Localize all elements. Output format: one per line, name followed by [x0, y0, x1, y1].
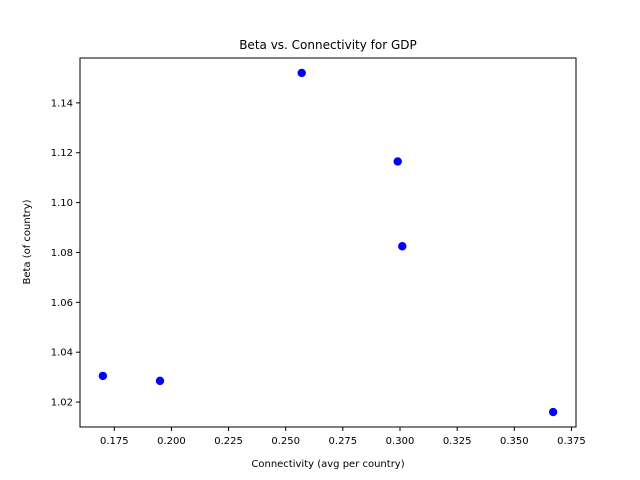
- x-tick-label: 0.225: [214, 436, 243, 447]
- plot-frame: [79, 57, 577, 428]
- x-tick-label: 0.200: [157, 436, 186, 447]
- plot-area: 0.175 0.200 0.225 0.250 0.275 0.300 0.325 0.350…: [51, 68, 586, 447]
- x-tick-label: 0.275: [329, 436, 358, 447]
- x-tick-label: 0.300: [386, 436, 415, 447]
- x-tick-label: 0.375: [557, 436, 586, 447]
- y-tick-label: 1.12: [51, 148, 73, 159]
- x-tick-label: 0.325: [443, 436, 472, 447]
- x-axis-label: Connectivity (avg per country): [251, 459, 404, 470]
- y-tick-label: 1.08: [51, 248, 73, 259]
- data-point: [297, 68, 306, 78]
- y-tick-label: 1.06: [51, 298, 73, 309]
- y-tick-label: 1.04: [51, 348, 73, 359]
- y-tick-label: 1.14: [51, 98, 73, 109]
- data-point: [98, 371, 108, 381]
- data-point: [398, 242, 407, 251]
- chart-title: Beta vs. Connectivity for GDP: [239, 38, 417, 52]
- y-tick-label: 1.10: [51, 198, 73, 209]
- data-point: [548, 407, 558, 417]
- x-tick-label: 0.250: [271, 436, 300, 447]
- data-point: [393, 157, 402, 166]
- y-tick-label: 1.02: [51, 398, 73, 409]
- x-tick-label: 0.175: [100, 436, 129, 447]
- x-tick-label: 0.350: [500, 436, 529, 447]
- y-axis-label: Beta (of country): [22, 199, 33, 284]
- data-point: [155, 376, 165, 386]
